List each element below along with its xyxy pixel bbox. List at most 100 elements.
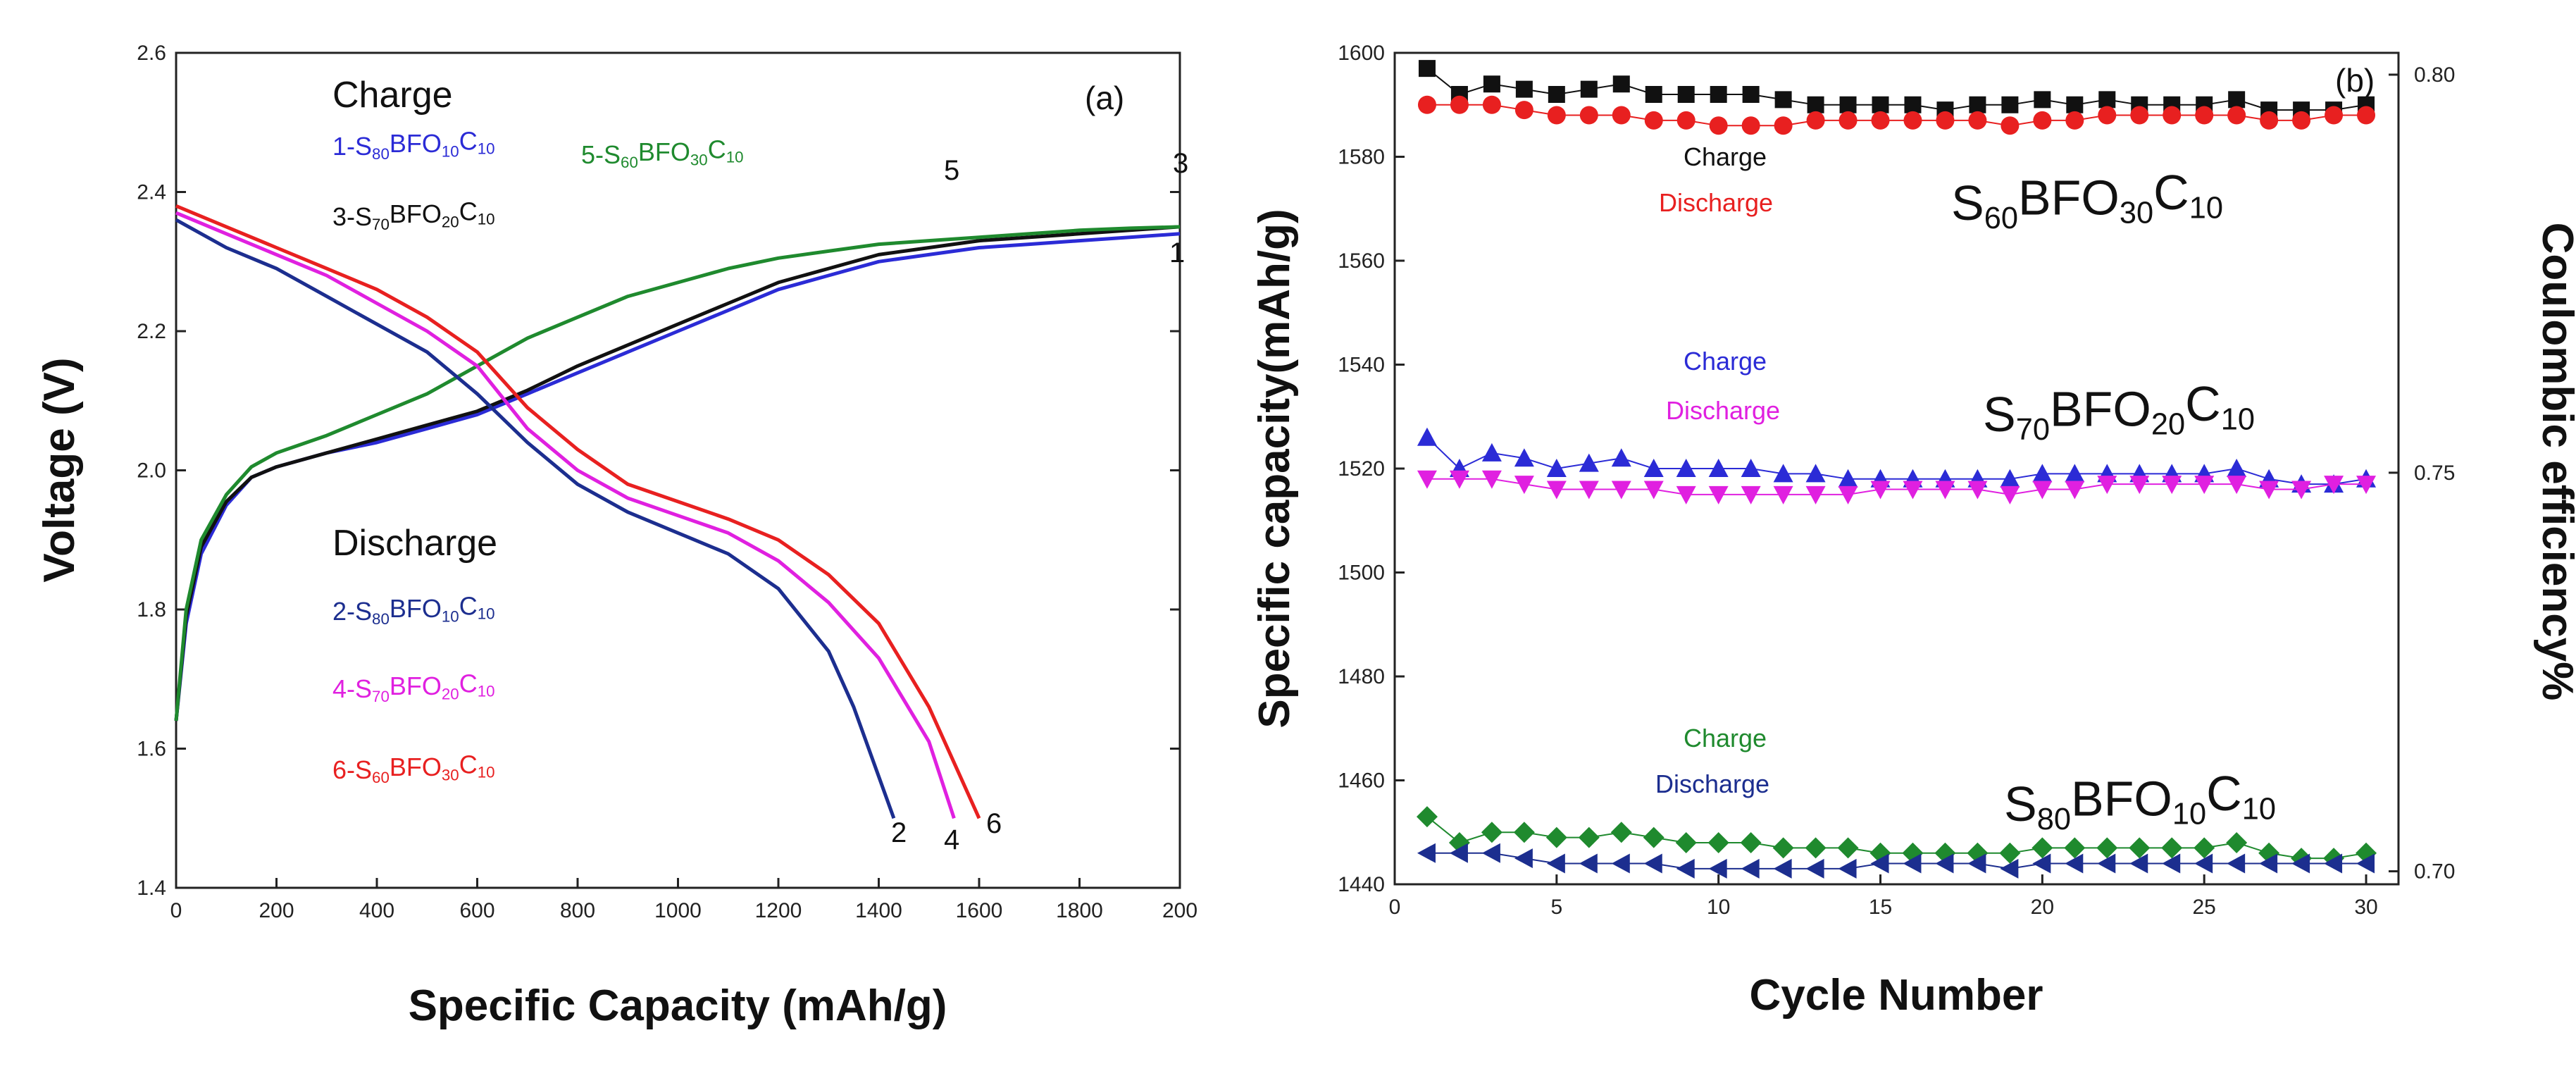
curve-tag-4: 4	[944, 824, 959, 855]
legend-entry-6-part: 6-S	[332, 755, 372, 784]
data-point	[1708, 858, 1727, 879]
data-point	[2065, 853, 2084, 874]
data-point	[2291, 481, 2312, 500]
data-point	[1773, 485, 1793, 504]
legend-entry-6-part: 30	[442, 766, 459, 784]
data-point	[1710, 86, 1727, 103]
data-point	[1645, 86, 1662, 103]
legend-entry-4-part: C	[459, 669, 478, 698]
legend-entry-2-part: C	[459, 591, 478, 620]
data-point	[2227, 459, 2247, 477]
data-point	[1546, 853, 1565, 874]
x-tick-label: 0	[170, 899, 182, 922]
data-point	[2000, 485, 2020, 504]
panel-a-x-axis-title: Specific Capacity (mAh/g)	[409, 982, 947, 1030]
formula-label-1: S70BFO20C10	[1983, 376, 2255, 447]
data-point	[1417, 427, 1437, 446]
data-point	[2065, 464, 2085, 483]
formula-label-1-part: S	[1983, 387, 2016, 442]
y2-tick-label: 0.80	[2414, 63, 2455, 87]
data-point	[1838, 485, 1858, 504]
data-point	[2032, 481, 2053, 500]
data-point	[1870, 481, 1891, 500]
data-point	[1805, 464, 1826, 483]
data-point	[2194, 853, 2213, 874]
data-point	[1903, 111, 1922, 130]
data-point	[1612, 106, 1631, 125]
data-point	[2194, 476, 2215, 495]
panel-b-axes: 0 5 10 15 20 25 301440146014801500152015401560…	[1338, 42, 2455, 919]
data-point	[1611, 853, 1630, 874]
data-point	[2356, 853, 2375, 874]
data-point	[1935, 853, 1954, 874]
data-point	[2129, 837, 2151, 859]
data-point	[2195, 106, 2214, 125]
data-point	[1579, 106, 1598, 125]
y2-tick-label: 0.70	[2414, 860, 2455, 884]
y-tick-label: 1.8	[137, 598, 166, 621]
data-point	[2096, 837, 2118, 859]
data-point	[1839, 96, 1857, 113]
legend-entry-3-part: 10	[478, 211, 495, 228]
data-point	[1514, 848, 1533, 869]
y-tick-label: 2.0	[137, 459, 166, 483]
data-point	[2034, 91, 2051, 109]
data-point	[1417, 95, 1436, 114]
curve-tag-1: 1	[1169, 237, 1185, 268]
data-point	[2097, 476, 2117, 495]
discharge-group-label: Discharge	[332, 523, 497, 564]
data-point	[1999, 842, 2021, 864]
y-tick-label: 1.4	[137, 877, 166, 900]
legend-entry-3-part: 70	[372, 216, 390, 233]
data-point	[1676, 858, 1695, 879]
data-point	[2000, 469, 2020, 488]
curve-tag-3: 3	[1173, 148, 1188, 179]
discharge-label-1: Discharge	[1666, 396, 1780, 425]
data-point	[2161, 837, 2183, 859]
data-point	[1871, 111, 1890, 130]
legend-entry-6-part: 10	[478, 764, 495, 781]
data-point	[2130, 106, 2149, 125]
x-tick-label: 800	[560, 899, 595, 922]
legend-entry-2-part: BFO	[390, 594, 442, 623]
legend-entry-1-part: BFO	[390, 129, 442, 158]
data-point	[1514, 101, 1533, 120]
legend-entry-6-part: C	[459, 750, 478, 779]
curve-6	[175, 204, 981, 819]
data-point	[1513, 822, 1535, 843]
x-tick-label: 200	[259, 899, 294, 922]
charge-label-1: Charge	[1684, 347, 1767, 376]
panel-a-curves	[174, 204, 1181, 819]
data-point	[1610, 822, 1632, 843]
data-point	[1935, 481, 1955, 500]
x-tick-label: 600	[459, 899, 494, 922]
discharge-label-2: Discharge	[1655, 769, 1769, 798]
data-point	[1903, 853, 1922, 874]
data-point	[1837, 837, 1859, 859]
data-point	[1740, 832, 1762, 853]
data-point	[2001, 116, 2020, 135]
formula-label-0-part: BFO	[2018, 171, 2120, 225]
legend-entry-5-part: BFO	[638, 137, 690, 166]
data-point	[1772, 837, 1794, 859]
data-point	[2064, 837, 2086, 859]
formula-label-0-part: 30	[2120, 197, 2153, 230]
formula-label-2-part: BFO	[2071, 772, 2172, 827]
legend-entry-3: 3-S70BFO20C10	[332, 197, 495, 233]
data-point	[1418, 60, 1436, 78]
data-point	[2065, 111, 2084, 130]
data-point	[1676, 111, 1695, 130]
data-point	[1773, 858, 1792, 879]
y-tick-label: 1480	[1338, 665, 1385, 688]
formula-label-1-part: C	[2185, 376, 2221, 431]
data-point	[1675, 832, 1697, 853]
panel-b-x-axis-title: Cycle Number	[1750, 971, 2043, 1020]
data-point	[1742, 86, 1760, 103]
data-point	[2032, 853, 2051, 874]
curve-2	[175, 218, 896, 819]
curve-tag-5: 5	[944, 155, 959, 186]
data-point	[2163, 106, 2182, 125]
data-point	[1611, 481, 1631, 500]
